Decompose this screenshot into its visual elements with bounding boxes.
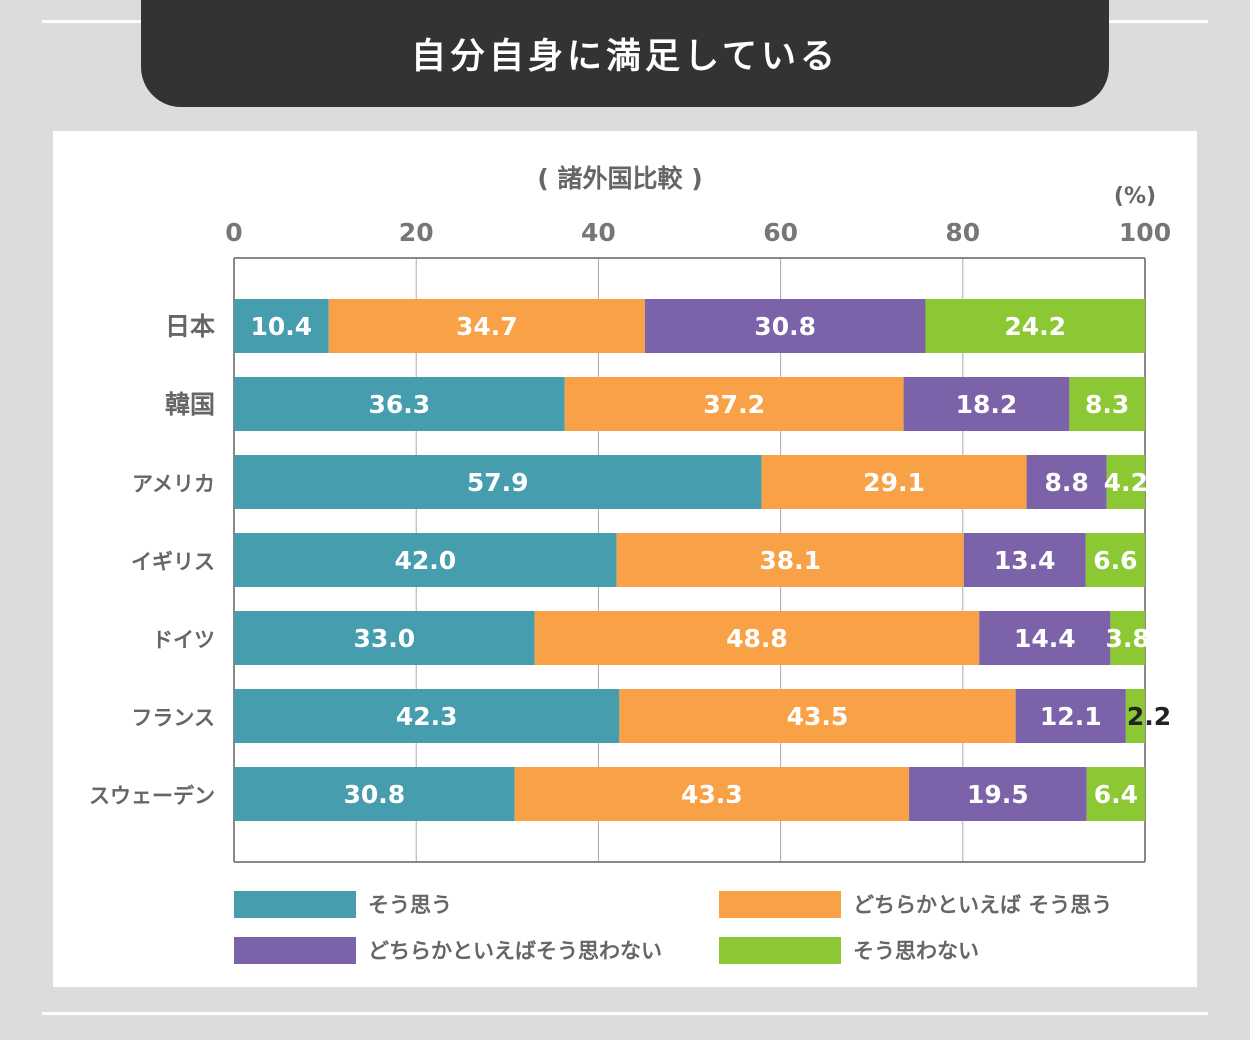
bar-segment — [234, 299, 329, 353]
bar-segment — [644, 299, 926, 353]
bar-segment — [1085, 533, 1145, 587]
data-label: 19.5 — [967, 780, 1029, 809]
data-label: 37.2 — [703, 390, 765, 419]
x-axis-ticks: 0 20 40 60 80 100 — [225, 218, 1171, 247]
bottom-divider — [42, 1012, 1208, 1015]
category-label: ドイツ — [152, 628, 215, 652]
data-label: 8.3 — [1085, 390, 1129, 419]
bar-segment — [234, 533, 617, 587]
bar-segment — [979, 611, 1111, 665]
data-label: 43.5 — [787, 702, 849, 731]
data-label: 34.7 — [456, 312, 518, 341]
bar-segment — [616, 533, 964, 587]
data-label: 24.2 — [1004, 312, 1066, 341]
title-banner: 自分自身に満足している — [141, 0, 1109, 107]
data-label: 18.2 — [956, 390, 1018, 419]
x-tick-label: 80 — [945, 218, 980, 247]
chart-panel: ( 諸外国比較 ) (%) 0 20 40 60 80 100 10.4 34.7 30.8 2… — [53, 131, 1197, 987]
bar-segment — [234, 689, 620, 743]
legend-label: どちらかといえばそう思わない — [368, 939, 662, 963]
data-label: 2.2 — [1127, 702, 1171, 731]
bar-segment — [328, 299, 645, 353]
legend-label: そう思わない — [853, 939, 979, 963]
data-label: 6.4 — [1094, 780, 1138, 809]
data-label: 3.8 — [1106, 624, 1150, 653]
data-label: 13.4 — [994, 546, 1056, 575]
data-label: 38.1 — [759, 546, 821, 575]
category-label: アメリカ — [132, 472, 215, 496]
x-tick-label: 60 — [763, 218, 798, 247]
data-label: 48.8 — [726, 624, 788, 653]
bar-segment — [903, 377, 1070, 431]
data-label: 33.0 — [353, 624, 415, 653]
legend-swatch — [234, 937, 356, 964]
bar-segment — [963, 533, 1086, 587]
category-label: 韓国 — [165, 390, 215, 419]
x-tick-label: 20 — [399, 218, 434, 247]
data-label: 8.8 — [1045, 468, 1089, 497]
data-label: 6.6 — [1093, 546, 1137, 575]
category-label: イギリス — [131, 550, 215, 574]
bar-segment — [1106, 455, 1145, 509]
bar-segment — [619, 689, 1016, 743]
bar-segment — [925, 299, 1145, 353]
x-tick-label: 100 — [1119, 218, 1171, 247]
bar-segment — [564, 377, 904, 431]
data-label: 10.4 — [251, 312, 313, 341]
category-label: フランス — [131, 706, 215, 730]
category-label: スウェーデン — [89, 784, 215, 808]
data-label: 29.1 — [863, 468, 925, 497]
bar-segment — [234, 455, 762, 509]
bar-segment — [234, 611, 535, 665]
chart-title: 自分自身に満足している — [411, 37, 839, 77]
data-label: 36.3 — [369, 390, 431, 419]
legend-swatch — [719, 937, 841, 964]
data-label: 12.1 — [1040, 702, 1102, 731]
legend-swatch — [234, 891, 356, 918]
data-label: 30.8 — [754, 312, 816, 341]
data-label: 42.0 — [394, 546, 456, 575]
bar-segment — [1125, 689, 1145, 743]
bar-segment — [1086, 767, 1145, 821]
legend-swatch — [719, 891, 841, 918]
data-label: 30.8 — [343, 780, 405, 809]
bar-segment — [909, 767, 1087, 821]
legend-label: そう思う — [368, 893, 452, 917]
legend-label: どちらかといえば そう思う — [853, 893, 1112, 917]
data-label: 57.9 — [467, 468, 529, 497]
data-label: 42.3 — [396, 702, 458, 731]
bar-segment — [1110, 611, 1145, 665]
bar-segment — [1069, 377, 1145, 431]
x-tick-label: 0 — [225, 218, 242, 247]
bar-segment — [514, 767, 910, 821]
stacked-bar-chart: ( 諸外国比較 ) (%) 0 20 40 60 80 100 10.4 34.7 30.8 2… — [89, 164, 1171, 964]
bar-segment — [534, 611, 980, 665]
bar-segment — [234, 377, 565, 431]
data-label: 14.4 — [1014, 624, 1076, 653]
bar-segment — [1026, 455, 1107, 509]
category-label: 日本 — [165, 312, 215, 341]
bar-segment — [234, 767, 515, 821]
unit-label: (%) — [1114, 184, 1156, 209]
bars: 10.4 34.7 30.8 24.2 36.3 37.2 18.2 8.3 57.9 29.1 8… — [234, 299, 1171, 821]
bar-segment — [1015, 689, 1126, 743]
data-label: 43.3 — [681, 780, 743, 809]
chart-subtitle: ( 諸外国比較 ) — [537, 164, 702, 193]
x-tick-label: 40 — [581, 218, 616, 247]
bar-segment — [761, 455, 1027, 509]
data-label: 4.2 — [1104, 468, 1148, 497]
